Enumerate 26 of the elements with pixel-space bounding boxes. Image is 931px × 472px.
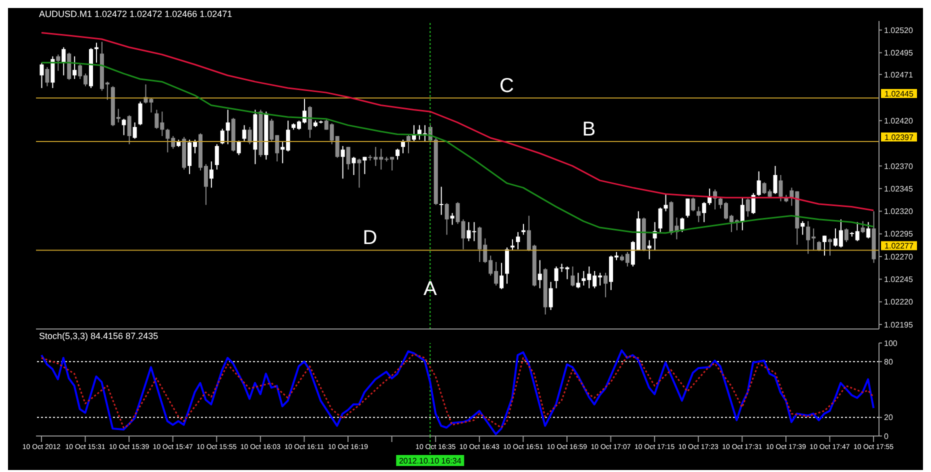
y-tick-label: 1.02420 (884, 116, 914, 126)
chart-title: Stoch(5,3,3) 84.4156 87.2435 (39, 331, 158, 341)
ref-line-label: 1.02277 (884, 242, 914, 251)
ref-line-label: 1.02397 (884, 132, 914, 142)
y-tick-label: 1.02245 (884, 275, 914, 284)
y-tick-label: 1.02220 (884, 298, 914, 307)
y-tick-label: 1.02270 (884, 252, 914, 262)
y-tick-label: 1.02295 (884, 230, 914, 239)
y-tick-label: 1.02195 (884, 320, 914, 330)
annotation: C (500, 75, 514, 97)
annotation: A (423, 278, 438, 300)
annotation: B (582, 118, 596, 140)
y-tick-label: 20 (884, 413, 894, 422)
y-tick-label: 1.02320 (884, 207, 914, 216)
y-tick-label: 1.02370 (884, 162, 914, 171)
y-tick-label: 80 (884, 357, 894, 366)
y-tick-label: 1.02520 (884, 26, 914, 35)
y-tick-label: 1.02345 (884, 184, 914, 194)
annotation: D (362, 227, 378, 250)
ref-line-label: 2012.10.10 16:34 (398, 456, 462, 466)
y-tick-label: 0 (884, 432, 889, 441)
y-tick-label: 1.02495 (884, 48, 914, 58)
chart-title: AUDUSD.M1 1.02472 1.02472 1.02466 1.02471 (39, 9, 232, 19)
y-tick-label: 1.02471 (884, 70, 914, 80)
y-tick-label: 100 (884, 338, 898, 348)
ref-line-label: 1.02445 (884, 90, 914, 98)
